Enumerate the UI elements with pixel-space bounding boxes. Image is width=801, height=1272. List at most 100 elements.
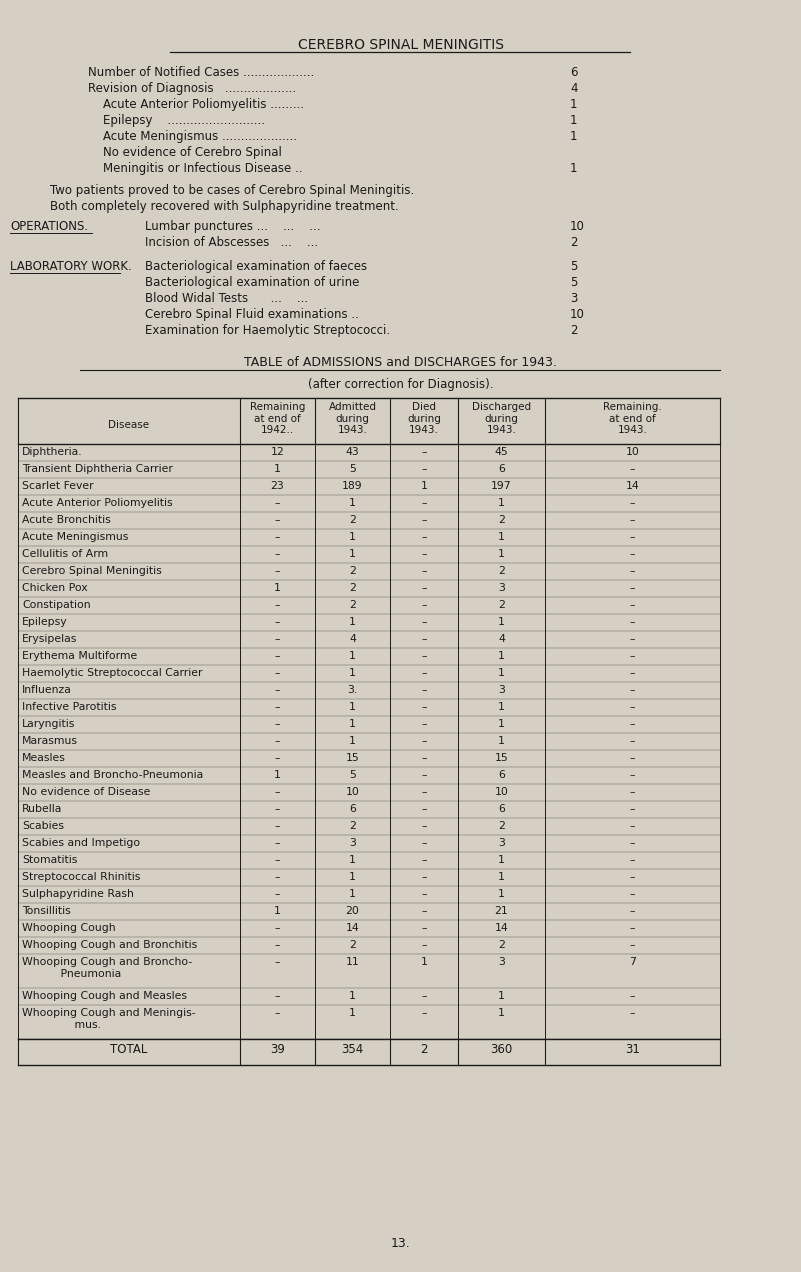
Text: 1: 1: [498, 991, 505, 1001]
Text: 1: 1: [498, 719, 505, 729]
Text: Erysipelas: Erysipelas: [22, 633, 78, 644]
Text: –: –: [421, 855, 427, 865]
Text: –: –: [421, 702, 427, 712]
Text: –: –: [630, 583, 635, 593]
Text: –: –: [275, 651, 280, 661]
Text: Rubella: Rubella: [22, 804, 62, 814]
Text: –: –: [421, 668, 427, 678]
Text: Epilepsy: Epilepsy: [22, 617, 67, 627]
Text: –: –: [630, 736, 635, 745]
Text: –: –: [275, 991, 280, 1001]
Text: 7: 7: [629, 957, 636, 967]
Text: 5: 5: [570, 259, 578, 273]
Text: 3: 3: [498, 686, 505, 695]
Text: –: –: [275, 855, 280, 865]
Text: –: –: [275, 940, 280, 950]
Text: 1: 1: [421, 957, 428, 967]
Text: Scabies and Impetigo: Scabies and Impetigo: [22, 838, 140, 848]
Text: –: –: [421, 906, 427, 916]
Text: –: –: [275, 686, 280, 695]
Text: 14: 14: [345, 923, 360, 932]
Text: Meningitis or Infectious Disease ..: Meningitis or Infectious Disease ..: [88, 162, 306, 176]
Text: –: –: [275, 1007, 280, 1018]
Text: –: –: [630, 566, 635, 576]
Text: –: –: [421, 838, 427, 848]
Text: Constipation: Constipation: [22, 600, 91, 611]
Text: 13.: 13.: [391, 1236, 410, 1250]
Text: 39: 39: [270, 1043, 285, 1056]
Text: 189: 189: [342, 481, 363, 491]
Text: 1: 1: [349, 1007, 356, 1018]
Text: Two patients proved to be cases of Cerebro Spinal Meningitis.: Two patients proved to be cases of Cereb…: [50, 184, 414, 197]
Text: 2: 2: [498, 820, 505, 831]
Text: –: –: [275, 633, 280, 644]
Text: 5: 5: [349, 770, 356, 780]
Text: –: –: [421, 651, 427, 661]
Text: 2: 2: [570, 324, 578, 337]
Text: Whooping Cough and Measles: Whooping Cough and Measles: [22, 991, 187, 1001]
Text: –: –: [630, 940, 635, 950]
Text: 1: 1: [498, 550, 505, 558]
Text: 4: 4: [570, 81, 578, 95]
Text: –: –: [421, 1007, 427, 1018]
Text: 1: 1: [498, 651, 505, 661]
Text: –: –: [421, 464, 427, 474]
Text: Chicken Pox: Chicken Pox: [22, 583, 87, 593]
Text: Cerebro Spinal Fluid examinations ..: Cerebro Spinal Fluid examinations ..: [145, 308, 366, 321]
Text: CEREBRO SPINAL MENINGITIS: CEREBRO SPINAL MENINGITIS: [297, 38, 504, 52]
Text: Lumbar punctures ...    ...    ...: Lumbar punctures ... ... ...: [145, 220, 332, 233]
Text: No evidence of Cerebro Spinal: No evidence of Cerebro Spinal: [88, 146, 282, 159]
Text: 1: 1: [349, 873, 356, 881]
Text: 2: 2: [349, 820, 356, 831]
Text: 1: 1: [498, 873, 505, 881]
Text: –: –: [275, 515, 280, 525]
Text: –: –: [275, 957, 280, 967]
Text: OPERATIONS.: OPERATIONS.: [10, 220, 88, 233]
Text: –: –: [275, 550, 280, 558]
Text: 5: 5: [349, 464, 356, 474]
Text: –: –: [630, 991, 635, 1001]
Text: Cellulitis of Arm: Cellulitis of Arm: [22, 550, 108, 558]
Text: 3: 3: [498, 583, 505, 593]
Text: 1: 1: [570, 114, 578, 127]
Text: 12: 12: [271, 446, 284, 457]
Text: 43: 43: [345, 446, 360, 457]
Text: 2: 2: [498, 515, 505, 525]
Text: –: –: [630, 532, 635, 542]
Text: –: –: [630, 651, 635, 661]
Text: –: –: [630, 633, 635, 644]
Text: –: –: [421, 873, 427, 881]
Text: –: –: [275, 736, 280, 745]
Text: Influenza: Influenza: [22, 686, 72, 695]
Text: Haemolytic Streptococcal Carrier: Haemolytic Streptococcal Carrier: [22, 668, 203, 678]
Text: Stomatitis: Stomatitis: [22, 855, 78, 865]
Text: 1: 1: [349, 702, 356, 712]
Text: –: –: [421, 820, 427, 831]
Text: –: –: [630, 686, 635, 695]
Text: Marasmus: Marasmus: [22, 736, 78, 745]
Text: 1: 1: [274, 770, 281, 780]
Text: Blood Widal Tests      ...    ...: Blood Widal Tests ... ...: [145, 293, 327, 305]
Text: –: –: [421, 770, 427, 780]
Text: 6: 6: [498, 770, 505, 780]
Text: 2: 2: [498, 600, 505, 611]
Text: 1: 1: [349, 550, 356, 558]
Text: –: –: [421, 617, 427, 627]
Text: 1: 1: [498, 668, 505, 678]
Text: 3: 3: [498, 838, 505, 848]
Text: –: –: [421, 566, 427, 576]
Text: 4: 4: [349, 633, 356, 644]
Text: Diphtheria.: Diphtheria.: [22, 446, 83, 457]
Text: 1: 1: [498, 617, 505, 627]
Text: 2: 2: [570, 237, 578, 249]
Text: 20: 20: [345, 906, 360, 916]
Text: Discharged
during
1943.: Discharged during 1943.: [472, 402, 531, 435]
Text: –: –: [421, 940, 427, 950]
Text: 3: 3: [498, 957, 505, 967]
Text: 1: 1: [349, 499, 356, 508]
Text: Whooping Cough: Whooping Cough: [22, 923, 115, 932]
Text: –: –: [630, 787, 635, 798]
Text: 11: 11: [345, 957, 360, 967]
Text: 1: 1: [498, 736, 505, 745]
Text: 1: 1: [570, 130, 578, 142]
